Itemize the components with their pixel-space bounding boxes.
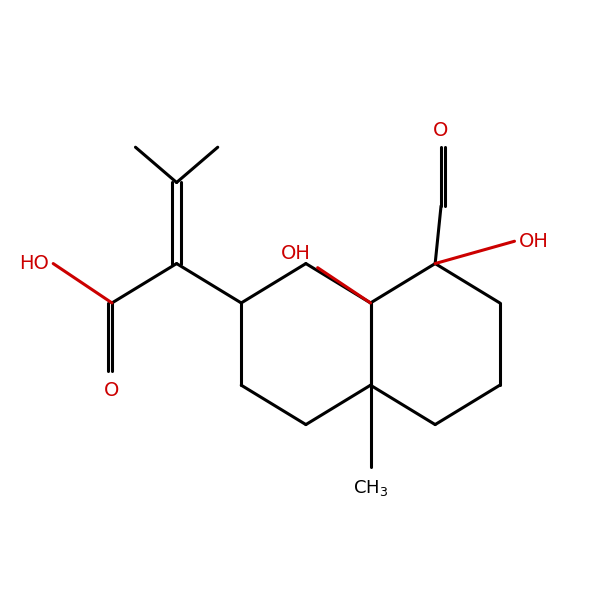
Text: OH: OH bbox=[281, 244, 311, 263]
Text: HO: HO bbox=[19, 254, 49, 273]
Text: OH: OH bbox=[519, 232, 549, 251]
Text: CH$_3$: CH$_3$ bbox=[353, 478, 388, 498]
Text: O: O bbox=[433, 121, 449, 140]
Text: O: O bbox=[104, 381, 119, 400]
